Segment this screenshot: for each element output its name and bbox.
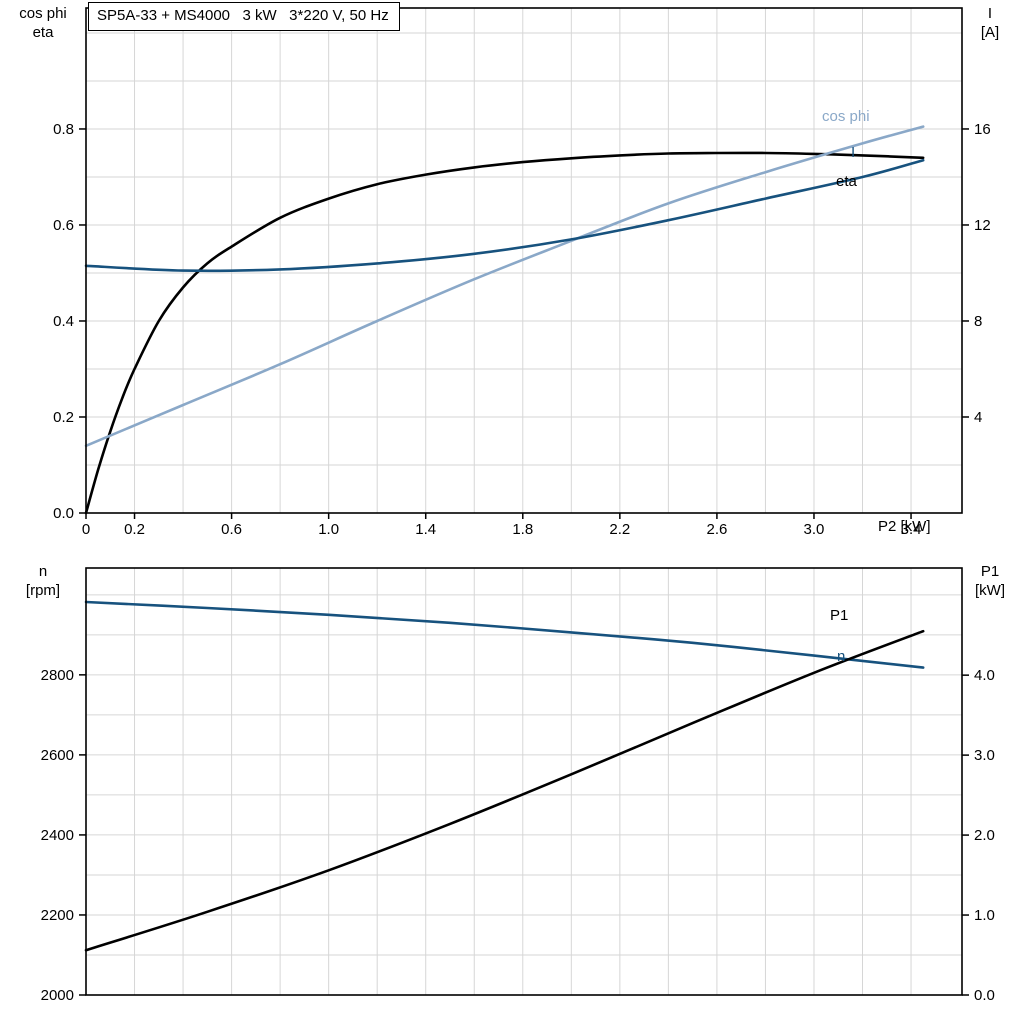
x-axis-tick-label: 2.6 [706, 521, 727, 538]
chart-1: 2000 2200 2400 2600 2800 0.0 1.0 2.0 3.0 4.0 [41, 567, 995, 1004]
right-axis-tick-label: 8 [974, 313, 982, 330]
cos-phi-curve [84, 125, 925, 448]
x-axis-title: P2 [kW] [878, 518, 931, 535]
right-axis-tick-label: 0.0 [974, 987, 995, 1004]
x-axis-tick-label: 1.4 [415, 521, 436, 538]
bottom-right-axis-title: P1 [kW] [960, 562, 1020, 600]
x-axis-tick-label: 0.2 [124, 521, 145, 538]
left-axis-tick-label: 2000 [41, 987, 74, 1004]
right-axis-tick-label: 2.0 [974, 827, 995, 844]
top-right-axis-title: I [A] [962, 4, 1018, 42]
right-axis-unit-amps: [A] [980, 24, 1000, 41]
eta-curve [84, 151, 925, 515]
cos-phi-curve-label: cos phi [822, 108, 870, 125]
left-axis-tick-label: 2200 [41, 907, 74, 924]
left-axis-tick-label: 2400 [41, 827, 74, 844]
x-axis-tick-label: 0.6 [221, 521, 242, 538]
n-curve [84, 600, 925, 669]
x-axis-tick-label: 1.8 [512, 521, 533, 538]
left-axis-tick-label: 0.2 [53, 409, 74, 426]
p1-curve [84, 629, 925, 952]
left-axis-tick-label: 2600 [41, 747, 74, 764]
right-axis-unit-current: I [987, 5, 993, 22]
right-axis-unit-kw: [kW] [975, 582, 1005, 599]
x-axis-tick-label: 2.2 [609, 521, 630, 538]
n-curve-label: n [837, 648, 846, 665]
left-axis-unit-n: n [38, 563, 48, 580]
i-curve [84, 158, 925, 273]
plot-frame [85, 7, 963, 514]
x-axis-tick-label: 0 [82, 521, 90, 538]
x-axis-tick-label: 3.0 [804, 521, 825, 538]
right-axis-tick-label: 16 [974, 121, 991, 138]
x-axis-tick-label: 1.0 [318, 521, 339, 538]
left-axis-tick-label: 0.6 [53, 217, 74, 234]
left-axis-tick-label: 2800 [41, 667, 74, 684]
left-axis-unit-eta: eta [32, 24, 54, 41]
right-axis-tick-label: 1.0 [974, 907, 995, 924]
bottom-left-axis-title: n [rpm] [2, 562, 84, 600]
eta-curve-label: eta [836, 173, 857, 190]
right-axis-tick-label: 4.0 [974, 667, 995, 684]
x-axis-tick-label: 3.4 [901, 521, 922, 538]
left-axis-tick-label: 0.8 [53, 121, 74, 138]
right-axis-tick-label: 3.0 [974, 747, 995, 764]
left-axis-unit-rpm: [rpm] [25, 582, 61, 599]
current-curve-label: I [851, 144, 856, 161]
left-axis-tick-label: 0.4 [53, 313, 74, 330]
chart-title-box: SP5A-33 + MS4000 3 kW 3*220 V, 50 Hz [88, 2, 400, 31]
chart-0: 0.0 0.2 0.4 0.6 0.8 4 8 12 16 0 0.2 0.6 1.0 1.4 1.8 2.2… [53, 7, 991, 538]
top-left-axis-title: cos phi eta [2, 4, 84, 42]
right-axis-unit-p1: P1 [980, 563, 1000, 580]
right-axis-tick-label: 4 [974, 409, 982, 426]
plot-frame [85, 567, 963, 996]
left-axis-tick-label: 0.0 [53, 505, 74, 522]
right-axis-tick-label: 12 [974, 217, 991, 234]
left-axis-unit-cos-phi: cos phi [19, 5, 67, 22]
p1-curve-label: P1 [830, 607, 849, 624]
